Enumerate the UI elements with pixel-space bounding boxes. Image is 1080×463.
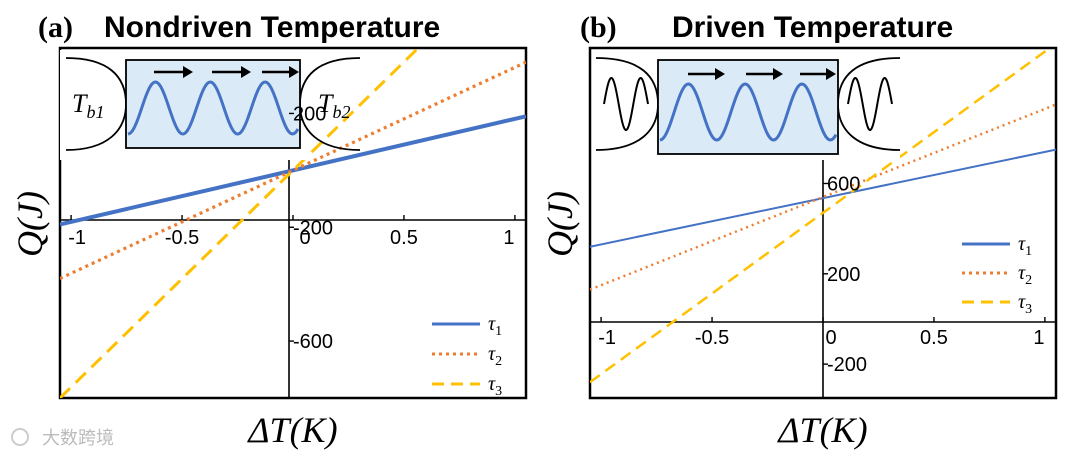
legend-label-3: τ3: [488, 373, 502, 399]
panel-b-x-ticks: -1 -0.5 0 0.5 1: [598, 317, 1046, 349]
panel-a-y-tick-label: 200: [293, 103, 326, 125]
panel-b-y-tick-label: 600: [827, 173, 860, 195]
panel-b-x-tick-label: 1: [1033, 327, 1044, 349]
panel-a-x-ticks: -1 -0.5 0 0.5 1: [68, 215, 516, 249]
panel-a-x-tick-label: -1: [68, 227, 86, 249]
panel-b-x-tick-label: 0: [825, 327, 836, 349]
panel-b-x-axis-label: ΔT(K): [776, 410, 867, 450]
legend-label-1: τ1: [1018, 233, 1032, 259]
panel-b-y-tick-label: -200: [827, 354, 867, 376]
panel-b-x-tick-label: 0.5: [920, 327, 948, 349]
panel-b-y-ticks: 600 200 -200: [823, 173, 867, 376]
panel-a-y-tick-label: -200: [293, 217, 333, 239]
panel-a-y-axis-label: Q(J): [10, 191, 50, 257]
panel-b-legend: τ1 τ2 τ3: [962, 233, 1032, 317]
panel-b-y-tick-label: 200: [827, 264, 860, 286]
watermark-logo-icon: [11, 428, 29, 446]
panel-a-series-tau2-line: [60, 60, 526, 280]
panel-a-inset-system-box: [125, 59, 301, 149]
panel-a-x-tick-label: 1: [503, 227, 514, 249]
panel-a-inset-wave: [127, 80, 300, 136]
panel-a-x-tick-label: 0: [299, 227, 310, 249]
legend-label-2: τ2: [1018, 262, 1032, 288]
panel-a-legend: τ1 τ2 τ3: [432, 313, 502, 399]
legend-label-3: τ3: [1018, 291, 1032, 317]
panel-a-label: (a): [38, 11, 73, 44]
panel-b-inset-arrows: [688, 68, 836, 80]
panel-b-bath-left-drive-wave: [603, 76, 649, 132]
panel-b-y-axis-label: Q(J): [540, 191, 580, 257]
panel-b-bath-right-drive-wave: [847, 76, 893, 132]
panel-a-x-tick-label: -0.5: [165, 227, 199, 249]
panel-b: (b) Driven Temperature: [540, 11, 1058, 450]
panel-a: (a) Nondriven Temperature: [10, 11, 528, 450]
panel-a-x-axis-label: ΔT(K): [246, 410, 337, 450]
panel-b-x-tick-label: -0.5: [695, 327, 729, 349]
panel-a-title: Nondriven Temperature: [104, 11, 440, 44]
panel-b-inset-diagram: [592, 50, 901, 160]
panel-b-series-tau1-line: [590, 148, 1056, 248]
panel-a-x-tick-label: 0.5: [390, 227, 418, 249]
panel-a-y-tick-label: -600: [293, 331, 333, 353]
panel-a-inset-diagram: Tb1 Tb2: [60, 50, 361, 160]
panel-b-label: (b): [580, 11, 617, 44]
panel-b-inset-wave: [659, 82, 838, 142]
watermark: 大数跨境: [11, 428, 114, 448]
panel-a-y-ticks: 200 -200 -600: [289, 103, 333, 353]
legend-label-2: τ2: [488, 343, 502, 369]
panel-b-title: Driven Temperature: [672, 11, 953, 44]
panel-b-inset-system-box: [657, 59, 839, 155]
panel-a-inset-arrows: [154, 66, 299, 78]
panel-b-series-tau3-line: [590, 48, 1052, 384]
panel-a-series-tau1-line: [60, 114, 526, 227]
watermark-text: 大数跨境: [42, 428, 114, 448]
legend-label-1: τ1: [488, 313, 502, 339]
panel-b-x-tick-label: -1: [598, 327, 616, 349]
